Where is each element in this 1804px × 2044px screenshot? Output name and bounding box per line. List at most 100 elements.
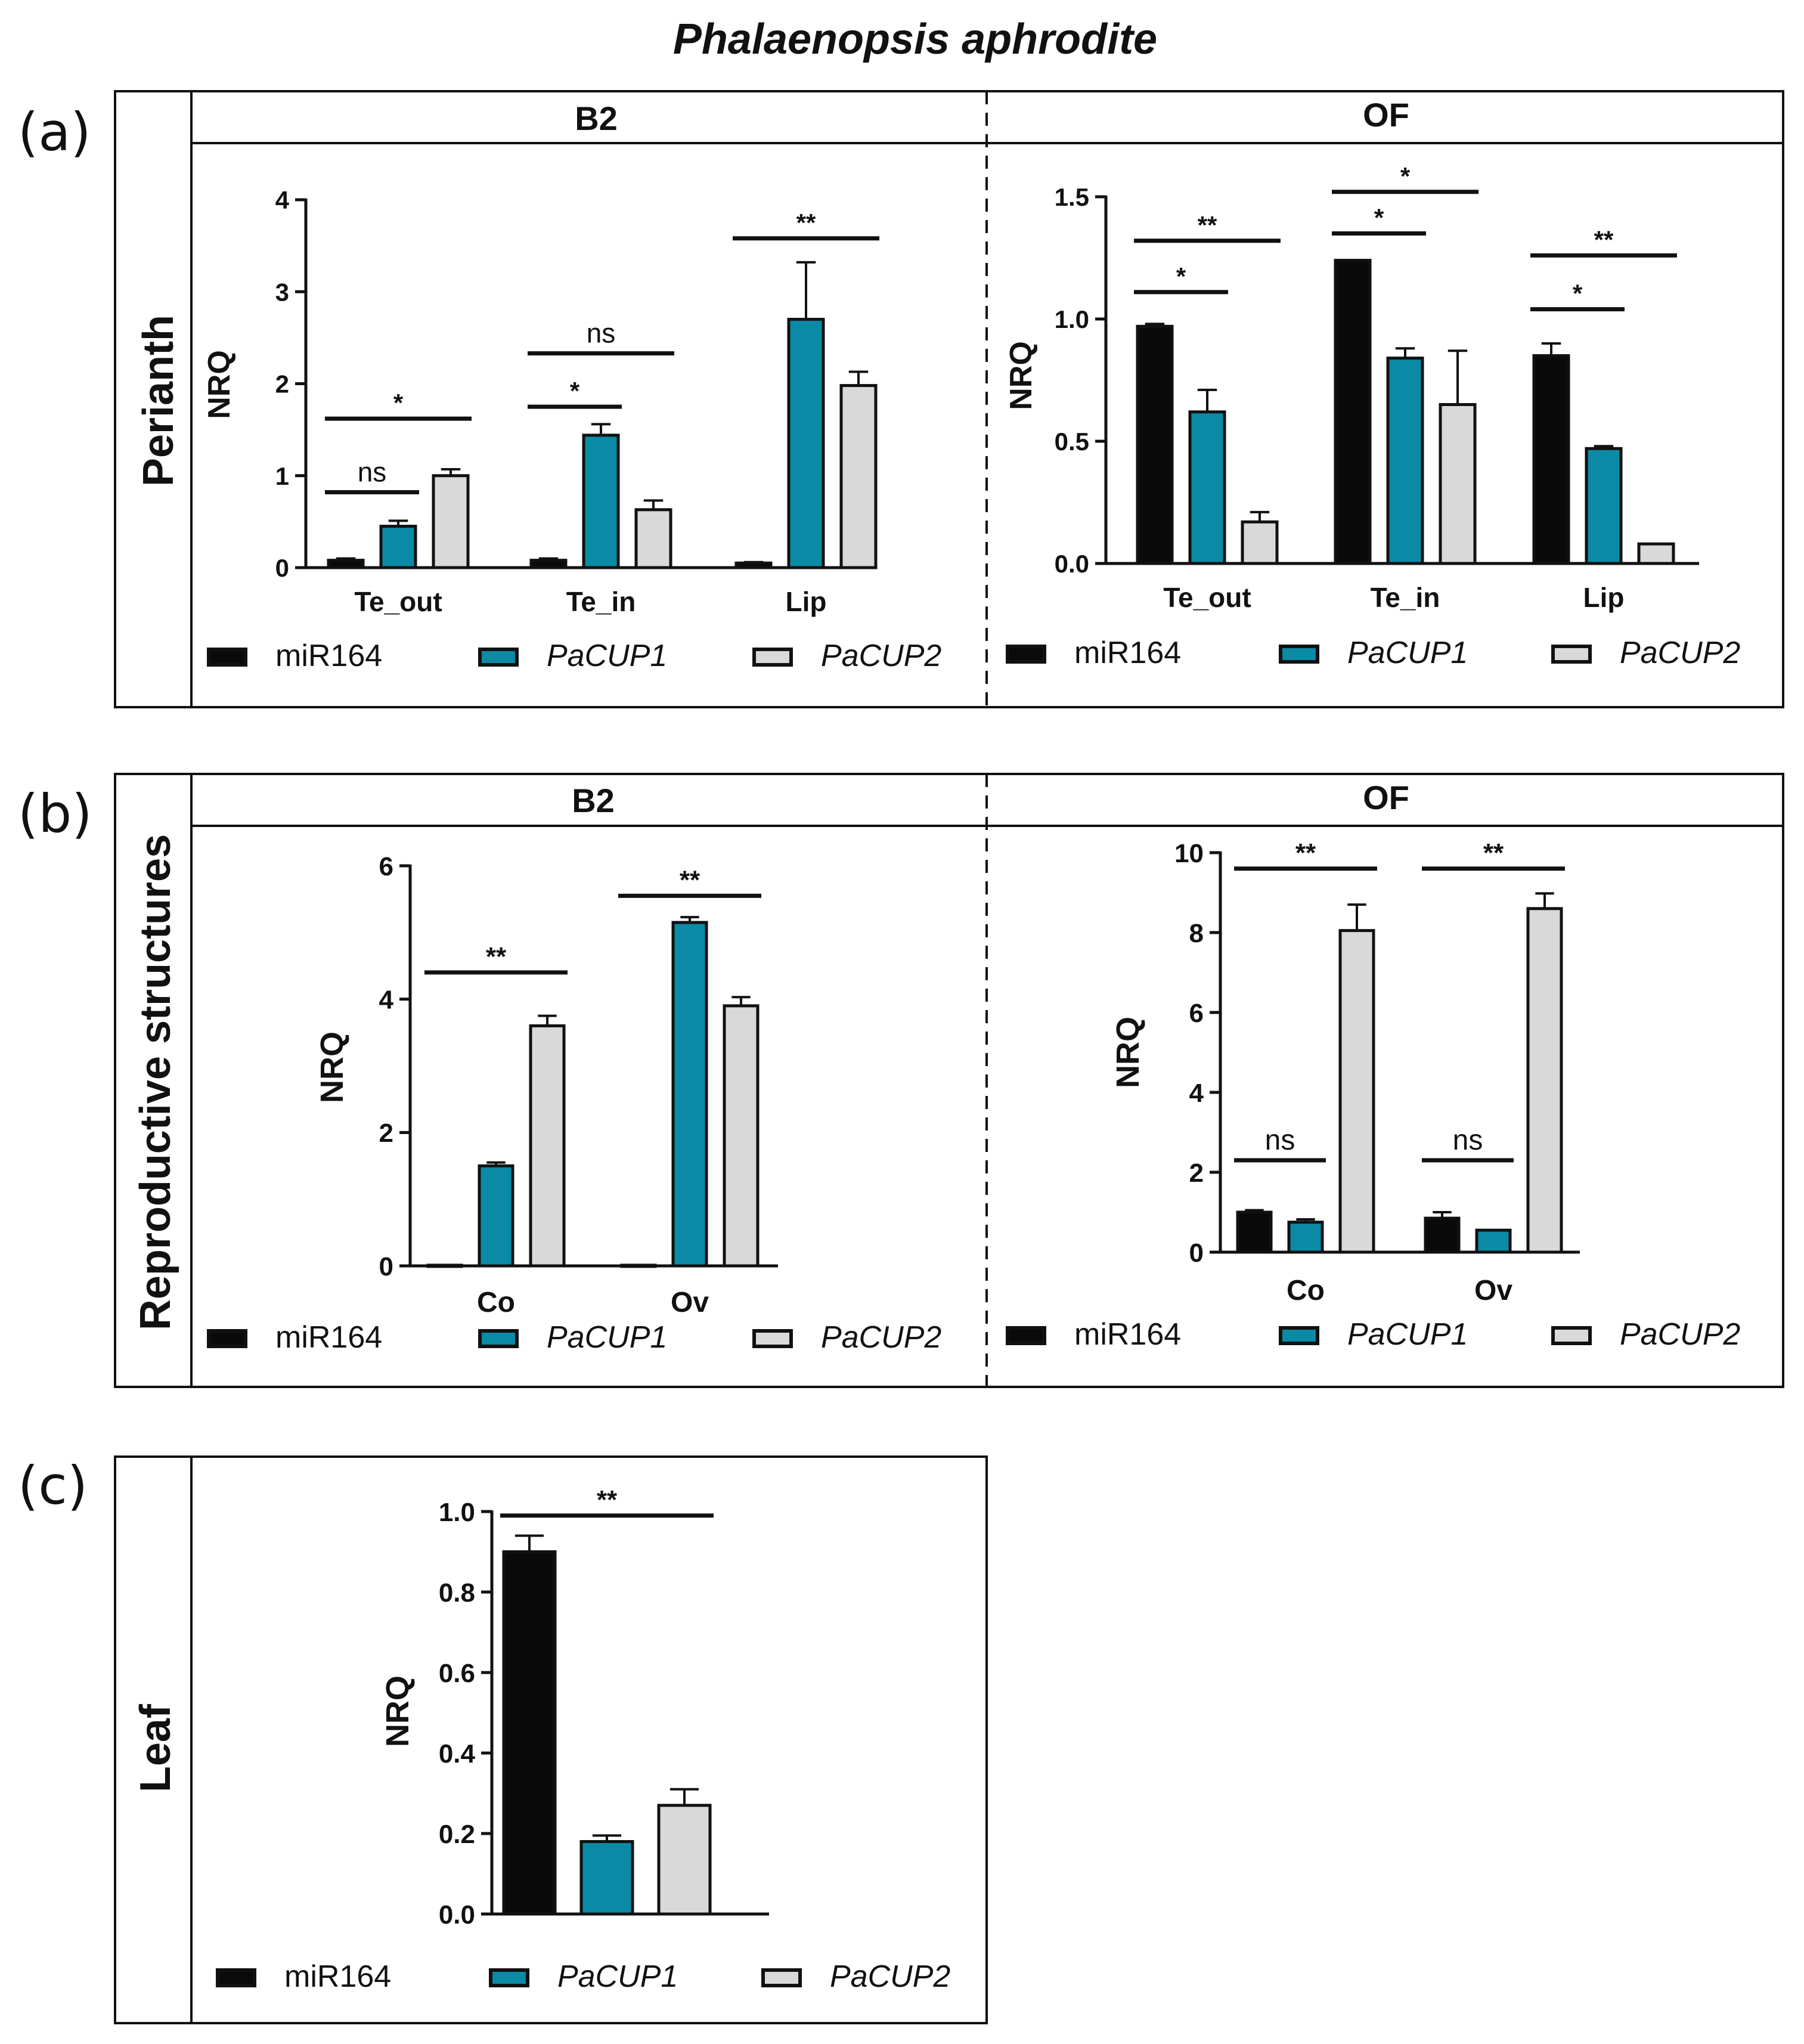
bar-mir164: [734, 561, 773, 569]
bar-mir164: [502, 1550, 557, 1916]
legend-label-mir164: miR164: [275, 639, 382, 673]
y-tick-label: 0.2: [439, 1820, 475, 1849]
legend-label-pacup2: PaCUP2: [1620, 636, 1740, 670]
y-tick-label: 0.0: [1055, 550, 1089, 578]
y-tick-label: 4: [275, 186, 290, 214]
panel-letter-c: (c): [18, 1455, 88, 1516]
x-tick-label: Lip: [786, 586, 827, 617]
bar-mir164: [1136, 324, 1174, 565]
significance-label: ns: [587, 318, 616, 349]
row-b-frame: [114, 773, 1784, 1388]
bar-pacup1: [379, 525, 417, 569]
legend-swatch-mir164: [207, 1329, 247, 1348]
bar-pacup1: [1585, 447, 1623, 565]
row-b-label: Reproductive structures: [132, 834, 179, 1330]
bar-pacup2: [634, 508, 672, 569]
significance-label: **: [796, 209, 816, 237]
y-tick-label: 4: [379, 986, 394, 1015]
legend-label-pacup2: PaCUP2: [830, 1959, 950, 1994]
legend-label-pacup1: PaCUP1: [557, 1959, 678, 1994]
chart-reproductive-b2: 0 2 4 6 NRQ Co Ov ** **: [314, 852, 778, 1318]
row-a-frame: [114, 90, 1784, 708]
bar-pacup2: [529, 1024, 566, 1268]
bar-mir164: [327, 559, 365, 569]
y-tick-label: 0.0: [439, 1900, 475, 1930]
y-tick-label: 4: [1189, 1079, 1204, 1108]
bar-pacup2: [1439, 403, 1477, 565]
legend-swatch-mir164: [207, 648, 247, 667]
legend-label-pacup2: PaCUP2: [821, 639, 941, 673]
row-b-header-of: OF: [1363, 779, 1409, 816]
legend-swatch-pacup2: [1551, 645, 1592, 664]
bar-mir164: [1532, 354, 1570, 565]
significance-label: ns: [1265, 1125, 1295, 1156]
y-tick-label: 6: [1189, 999, 1204, 1028]
legend-swatch-mir164: [216, 1968, 256, 1987]
legend-label-pacup2: PaCUP2: [1620, 1317, 1740, 1352]
row-c-label: Leaf: [132, 1704, 179, 1792]
legend-label-pacup2: PaCUP2: [821, 1320, 941, 1355]
significance-label: **: [597, 1485, 618, 1515]
bar-pacup2: [1526, 907, 1563, 1254]
x-tick-label: Ov: [1474, 1275, 1512, 1306]
bar-pacup1: [671, 921, 708, 1268]
legend-label-mir164: miR164: [275, 1320, 382, 1355]
y-axis-label: NRQ: [202, 350, 237, 419]
significance-label: *: [393, 389, 404, 417]
legend-swatch-pacup1: [489, 1968, 529, 1987]
significance-label: ns: [358, 457, 387, 488]
y-tick-label: 0: [379, 1252, 393, 1281]
legend-swatch-pacup2: [761, 1968, 802, 1987]
significance-label: **: [1295, 838, 1316, 868]
legend-swatch-pacup1: [1279, 1326, 1319, 1345]
x-tick-label: Ov: [671, 1287, 709, 1318]
row-b: (b) Reproductive structures B2 OF: [18, 773, 1784, 1388]
y-axis-label: NRQ: [1110, 1017, 1146, 1088]
legend-reproductive-b2: miR164 PaCUP1 PaCUP2: [207, 1320, 941, 1355]
y-axis-label: NRQ: [380, 1676, 416, 1747]
bar-mir164: [426, 1263, 463, 1268]
y-axis-label: NRQ: [1004, 341, 1039, 410]
significance-label: *: [1374, 204, 1384, 232]
x-tick-label: Te_in: [566, 586, 636, 617]
y-tick-label: 1: [275, 462, 289, 490]
bar-pacup2: [432, 474, 470, 569]
legend-label-pacup1: PaCUP1: [1347, 636, 1468, 670]
bar-mir164: [1236, 1210, 1273, 1254]
legend-perianth-b2: miR164 PaCUP1 PaCUP2: [207, 639, 941, 673]
panel-letter-b: (b): [18, 783, 92, 844]
x-tick-label: Co: [477, 1287, 515, 1318]
y-tick-label: 1.5: [1055, 183, 1089, 211]
legend-label-pacup1: PaCUP1: [1347, 1317, 1468, 1352]
bar-pacup2: [657, 1804, 712, 1916]
bar-pacup1: [478, 1164, 514, 1268]
row-b-header-b2: B2: [572, 782, 615, 819]
y-tick-label: 2: [275, 370, 289, 398]
significance-label: **: [1483, 838, 1504, 868]
legend-reproductive-of: miR164 PaCUP1 PaCUP2: [1006, 1317, 1740, 1352]
legend-label-pacup1: PaCUP1: [547, 639, 667, 673]
bar-mir164: [1334, 259, 1372, 565]
bar-pacup1: [582, 433, 620, 569]
bar-pacup1: [1475, 1228, 1512, 1254]
bar-pacup2: [1637, 542, 1675, 565]
y-tick-label: 0.8: [439, 1578, 475, 1608]
x-tick-label: Co: [1287, 1275, 1325, 1306]
legend-swatch-pacup1: [478, 648, 519, 667]
bar-mir164: [529, 559, 568, 569]
legend-label-pacup1: PaCUP1: [547, 1320, 667, 1355]
legend-label-mir164: miR164: [1074, 636, 1181, 670]
chart-reproductive-of: 0 2 4 6 8 10 NRQ Co Ov ns ** ns **: [1110, 838, 1580, 1306]
y-axis-label: NRQ: [314, 1032, 350, 1103]
y-tick-label: 0.4: [439, 1739, 476, 1769]
significance-label: **: [1594, 225, 1614, 253]
y-tick-label: 0.6: [439, 1659, 475, 1688]
bar-pacup1: [579, 1840, 634, 1916]
bar-pacup1: [1188, 410, 1226, 565]
legend-swatch-pacup2: [752, 648, 793, 667]
bar-pacup1: [787, 318, 825, 569]
y-tick-label: 10: [1174, 839, 1204, 868]
x-tick-label: Te_in: [1371, 582, 1440, 613]
significance-label: **: [1198, 211, 1217, 239]
